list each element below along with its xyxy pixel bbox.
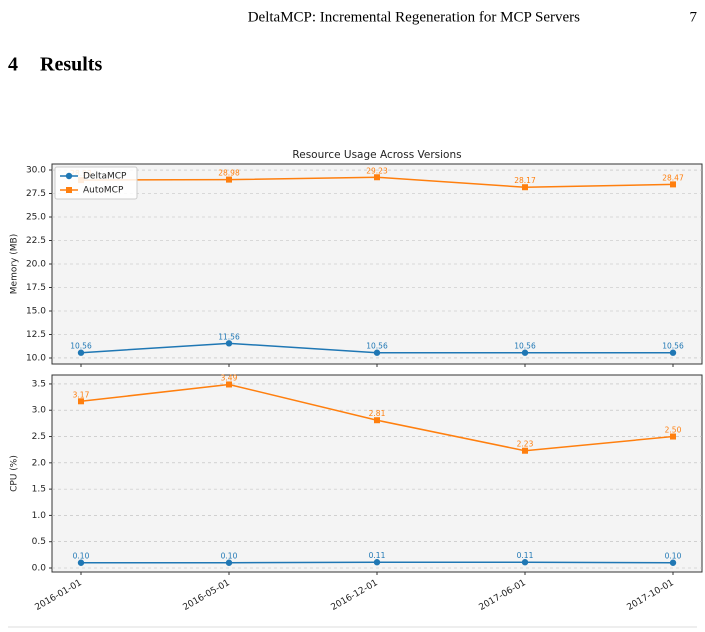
x-tick-label: 2016-01-01 [33, 578, 83, 613]
data-label: 2.50 [665, 426, 682, 435]
y-tick-label: 12.5 [26, 330, 46, 340]
y-tick-label: 1.0 [32, 511, 47, 521]
data-label: 10.56 [514, 342, 536, 351]
y-axis-label: Memory (MB) [10, 234, 20, 294]
data-label: 10.56 [366, 342, 388, 351]
y-tick-label: 25.0 [26, 213, 46, 223]
point [77, 349, 85, 356]
plot-area [51, 374, 703, 573]
running-header: DeltaMCP: Incremental Regeneration for M… [248, 9, 580, 25]
data-label: 28.17 [514, 176, 536, 185]
y-tick-label: 27.5 [26, 189, 46, 199]
y-tick-label: 30.0 [26, 166, 46, 176]
point [77, 559, 85, 566]
point [522, 447, 528, 454]
y-tick-label: 22.5 [26, 236, 46, 246]
legend-box [54, 166, 138, 200]
point [669, 349, 677, 356]
y-tick-label: 3.5 [32, 379, 46, 389]
data-label: 0.11 [369, 551, 386, 560]
data-label: 10.56 [662, 342, 684, 351]
point [521, 559, 529, 566]
y-tick-label: 2.0 [32, 458, 47, 468]
y-tick-label: 0.5 [32, 537, 46, 547]
legend-label: AutoMCP [83, 186, 124, 196]
y-tick-label: 10.0 [26, 353, 46, 363]
legend-marker [65, 172, 73, 180]
y-tick-label: 20.0 [26, 260, 46, 270]
point [670, 433, 676, 440]
point [226, 176, 232, 183]
chart-title: Resource Usage Across Versions [292, 149, 461, 161]
data-label: 11.56 [218, 332, 240, 341]
point [670, 181, 676, 188]
data-label: 0.11 [517, 551, 534, 560]
point [225, 559, 233, 566]
y-tick-label: 0.0 [32, 564, 47, 574]
point [226, 381, 232, 388]
y-tick-label: 2.5 [32, 432, 46, 442]
point [521, 349, 529, 356]
x-tick-label: 2016-05-01 [181, 578, 231, 613]
point [78, 398, 84, 405]
data-label: 10.56 [70, 342, 92, 351]
point [373, 349, 381, 356]
point [669, 559, 677, 566]
point [374, 174, 380, 181]
x-tick-label: 2016-12-01 [329, 578, 379, 613]
data-label: 0.10 [665, 552, 682, 561]
y-tick-label: 15.0 [26, 306, 46, 316]
data-label: 0.10 [221, 552, 238, 561]
y-tick-label: 3.0 [32, 406, 47, 416]
section-title: Results [40, 54, 102, 76]
point [522, 184, 528, 191]
data-label: 2.23 [517, 440, 534, 449]
data-label: 28.47 [662, 173, 684, 182]
point [225, 340, 233, 347]
data-label: 29.23 [366, 166, 388, 175]
legend-label: DeltaMCP [83, 172, 127, 182]
point [373, 559, 381, 566]
data-label: 0.10 [73, 552, 90, 561]
y-axis-label: CPU (%) [10, 455, 20, 492]
data-label: 28.98 [218, 169, 240, 178]
data-label: 2.81 [369, 409, 386, 418]
x-tick-label: 2017-10-01 [625, 578, 675, 613]
data-label: 3.49 [221, 373, 238, 382]
x-tick-label: 2017-06-01 [477, 578, 527, 613]
point [374, 417, 380, 424]
section-number: 4 [8, 54, 18, 76]
page-number: 7 [690, 9, 698, 25]
legend-marker [66, 187, 72, 193]
data-label: 3.17 [73, 390, 90, 399]
y-tick-label: 17.5 [26, 283, 46, 293]
y-tick-label: 1.5 [32, 485, 46, 495]
